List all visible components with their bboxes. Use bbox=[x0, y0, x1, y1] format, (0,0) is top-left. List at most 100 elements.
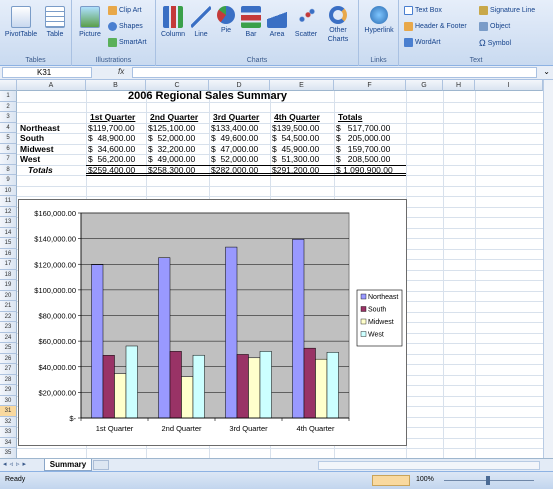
row-header[interactable]: 13 bbox=[0, 217, 17, 228]
value-cell[interactable]: $ 52,000.00 bbox=[148, 133, 196, 143]
column-header[interactable]: G bbox=[406, 80, 443, 91]
quarter-header[interactable]: Totals bbox=[338, 112, 363, 122]
row-header[interactable]: 18 bbox=[0, 269, 17, 280]
value-cell[interactable]: $119,700.00 bbox=[88, 122, 135, 133]
insert-sheet-icon[interactable] bbox=[93, 460, 109, 470]
hyperlink-button[interactable]: Hyperlink bbox=[361, 6, 397, 35]
pie-chart-button[interactable]: Pie bbox=[214, 6, 238, 35]
value-cell[interactable]: $282,000.00 bbox=[211, 164, 259, 175]
row-header[interactable]: 33 bbox=[0, 427, 17, 438]
row-header[interactable]: 26 bbox=[0, 353, 17, 364]
row-header[interactable]: 32 bbox=[0, 416, 17, 427]
value-cell[interactable]: $139,500.00 bbox=[272, 122, 320, 133]
row-header[interactable]: 12 bbox=[0, 206, 17, 217]
quarter-header[interactable]: 2nd Quarter bbox=[150, 112, 199, 122]
view-buttons[interactable] bbox=[372, 475, 410, 486]
header-footer-button[interactable]: Header & Footer bbox=[404, 22, 467, 31]
value-cell[interactable]: $ 47,000.00 bbox=[211, 143, 259, 154]
value-cell[interactable]: $ 48,900.00 bbox=[88, 133, 136, 143]
scatter-chart-button[interactable]: Scatter bbox=[291, 6, 321, 39]
region-label[interactable]: West bbox=[20, 154, 41, 164]
value-cell[interactable]: $ 208,500.00 bbox=[336, 154, 391, 164]
column-header[interactable]: D bbox=[209, 80, 270, 91]
row-header[interactable]: 8 bbox=[0, 164, 17, 175]
column-header[interactable]: H bbox=[443, 80, 475, 91]
value-cell[interactable]: $ 159,700.00 bbox=[336, 143, 391, 154]
select-all-corner[interactable] bbox=[0, 80, 17, 91]
row-header[interactable]: 21 bbox=[0, 301, 17, 312]
column-header[interactable]: F bbox=[334, 80, 406, 91]
zoom-level[interactable]: 100% bbox=[416, 476, 434, 483]
textbox-button[interactable]: Text Box bbox=[404, 6, 442, 15]
row-header[interactable]: 25 bbox=[0, 343, 17, 354]
value-cell[interactable]: $ 49,600.00 bbox=[211, 133, 259, 143]
row-header[interactable]: 35 bbox=[0, 448, 17, 458]
row-header[interactable]: 31 bbox=[0, 406, 17, 417]
picture-button[interactable]: Picture bbox=[76, 6, 104, 39]
row-header[interactable]: 34 bbox=[0, 437, 17, 448]
region-label[interactable]: Midwest bbox=[20, 143, 54, 154]
quarter-header[interactable]: 4th Quarter bbox=[274, 112, 320, 122]
row-header[interactable]: 4 bbox=[0, 122, 17, 133]
value-cell[interactable]: $133,400.00 bbox=[211, 122, 259, 133]
row-header[interactable]: 6 bbox=[0, 143, 17, 154]
column-header[interactable]: C bbox=[146, 80, 209, 91]
row-header[interactable]: 17 bbox=[0, 259, 17, 270]
row-header[interactable]: 11 bbox=[0, 196, 17, 207]
value-cell[interactable]: $ 52,000.00 bbox=[211, 154, 259, 164]
region-label[interactable]: Northeast bbox=[20, 122, 60, 133]
column-header[interactable]: E bbox=[270, 80, 334, 91]
row-header[interactable]: 10 bbox=[0, 185, 17, 196]
value-cell[interactable]: $ 32,200.00 bbox=[148, 143, 196, 154]
bar-chart-button[interactable]: Bar bbox=[239, 6, 263, 39]
region-label[interactable]: South bbox=[20, 133, 45, 143]
totals-label[interactable]: Totals bbox=[28, 164, 53, 175]
row-header[interactable]: 16 bbox=[0, 248, 17, 259]
value-cell[interactable]: $ 1,090,900.00 bbox=[336, 164, 393, 175]
row-header[interactable]: 15 bbox=[0, 238, 17, 249]
chart-area[interactable]: $- $20,000.00 $40,000.00 $60,000.00 $80,000.… bbox=[18, 199, 407, 446]
zoom-slider-thumb[interactable] bbox=[486, 476, 490, 485]
value-cell[interactable]: $ 517,700.00 bbox=[336, 122, 391, 133]
area-chart-button[interactable]: Area bbox=[264, 6, 290, 39]
quarter-header[interactable]: 3rd Quarter bbox=[213, 112, 260, 122]
quarter-header[interactable]: 1st Quarter bbox=[90, 112, 136, 122]
value-cell[interactable]: $ 45,900.00 bbox=[272, 143, 320, 154]
symbol-button[interactable]: Ω Symbol bbox=[479, 38, 511, 48]
column-header[interactable]: B bbox=[86, 80, 146, 91]
value-cell[interactable]: $125,100.00 bbox=[148, 122, 196, 133]
formula-input[interactable] bbox=[132, 67, 537, 78]
clipart-button[interactable]: Clip Art bbox=[108, 6, 142, 15]
row-header[interactable]: 3 bbox=[0, 112, 17, 123]
row-header[interactable]: 2 bbox=[0, 101, 17, 112]
row-header[interactable]: 5 bbox=[0, 133, 17, 144]
row-header[interactable]: 28 bbox=[0, 374, 17, 385]
other-charts-button[interactable]: Other Charts bbox=[323, 6, 353, 44]
value-cell[interactable]: $ 54,500.00 bbox=[272, 133, 320, 143]
value-cell[interactable]: $ 51,300.00 bbox=[272, 154, 320, 164]
row-header[interactable]: 22 bbox=[0, 311, 17, 322]
value-cell[interactable]: $ 56,200.00 bbox=[88, 154, 136, 164]
column-chart-button[interactable]: Column bbox=[158, 6, 188, 39]
expand-formula-icon[interactable]: ⌄ bbox=[543, 67, 550, 76]
tab-summary[interactable]: Summary bbox=[44, 459, 92, 471]
row-header[interactable]: 27 bbox=[0, 364, 17, 375]
value-cell[interactable]: $ 49,000.00 bbox=[148, 154, 196, 164]
column-header[interactable]: I bbox=[475, 80, 543, 91]
column-header[interactable]: A bbox=[17, 80, 86, 91]
line-chart-button[interactable]: Line bbox=[189, 6, 213, 39]
table-button[interactable]: Table bbox=[42, 6, 68, 39]
sheet-title[interactable]: 2006 Regional Sales Summary bbox=[128, 90, 287, 102]
row-header[interactable]: 24 bbox=[0, 332, 17, 343]
row-header[interactable]: 19 bbox=[0, 280, 17, 291]
signature-line-button[interactable]: Signature Line bbox=[479, 6, 535, 15]
fx-icon[interactable]: fx bbox=[118, 67, 125, 76]
horizontal-scrollbar[interactable] bbox=[318, 461, 540, 470]
value-cell[interactable]: $ 205,000.00 bbox=[336, 133, 391, 143]
wordart-button[interactable]: WordArt bbox=[404, 38, 441, 47]
row-header[interactable]: 9 bbox=[0, 175, 17, 186]
row-header[interactable]: 23 bbox=[0, 322, 17, 333]
vertical-scrollbar[interactable] bbox=[543, 80, 553, 458]
shapes-button[interactable]: Shapes bbox=[108, 22, 143, 31]
value-cell[interactable]: $259,400.00 bbox=[88, 164, 136, 175]
